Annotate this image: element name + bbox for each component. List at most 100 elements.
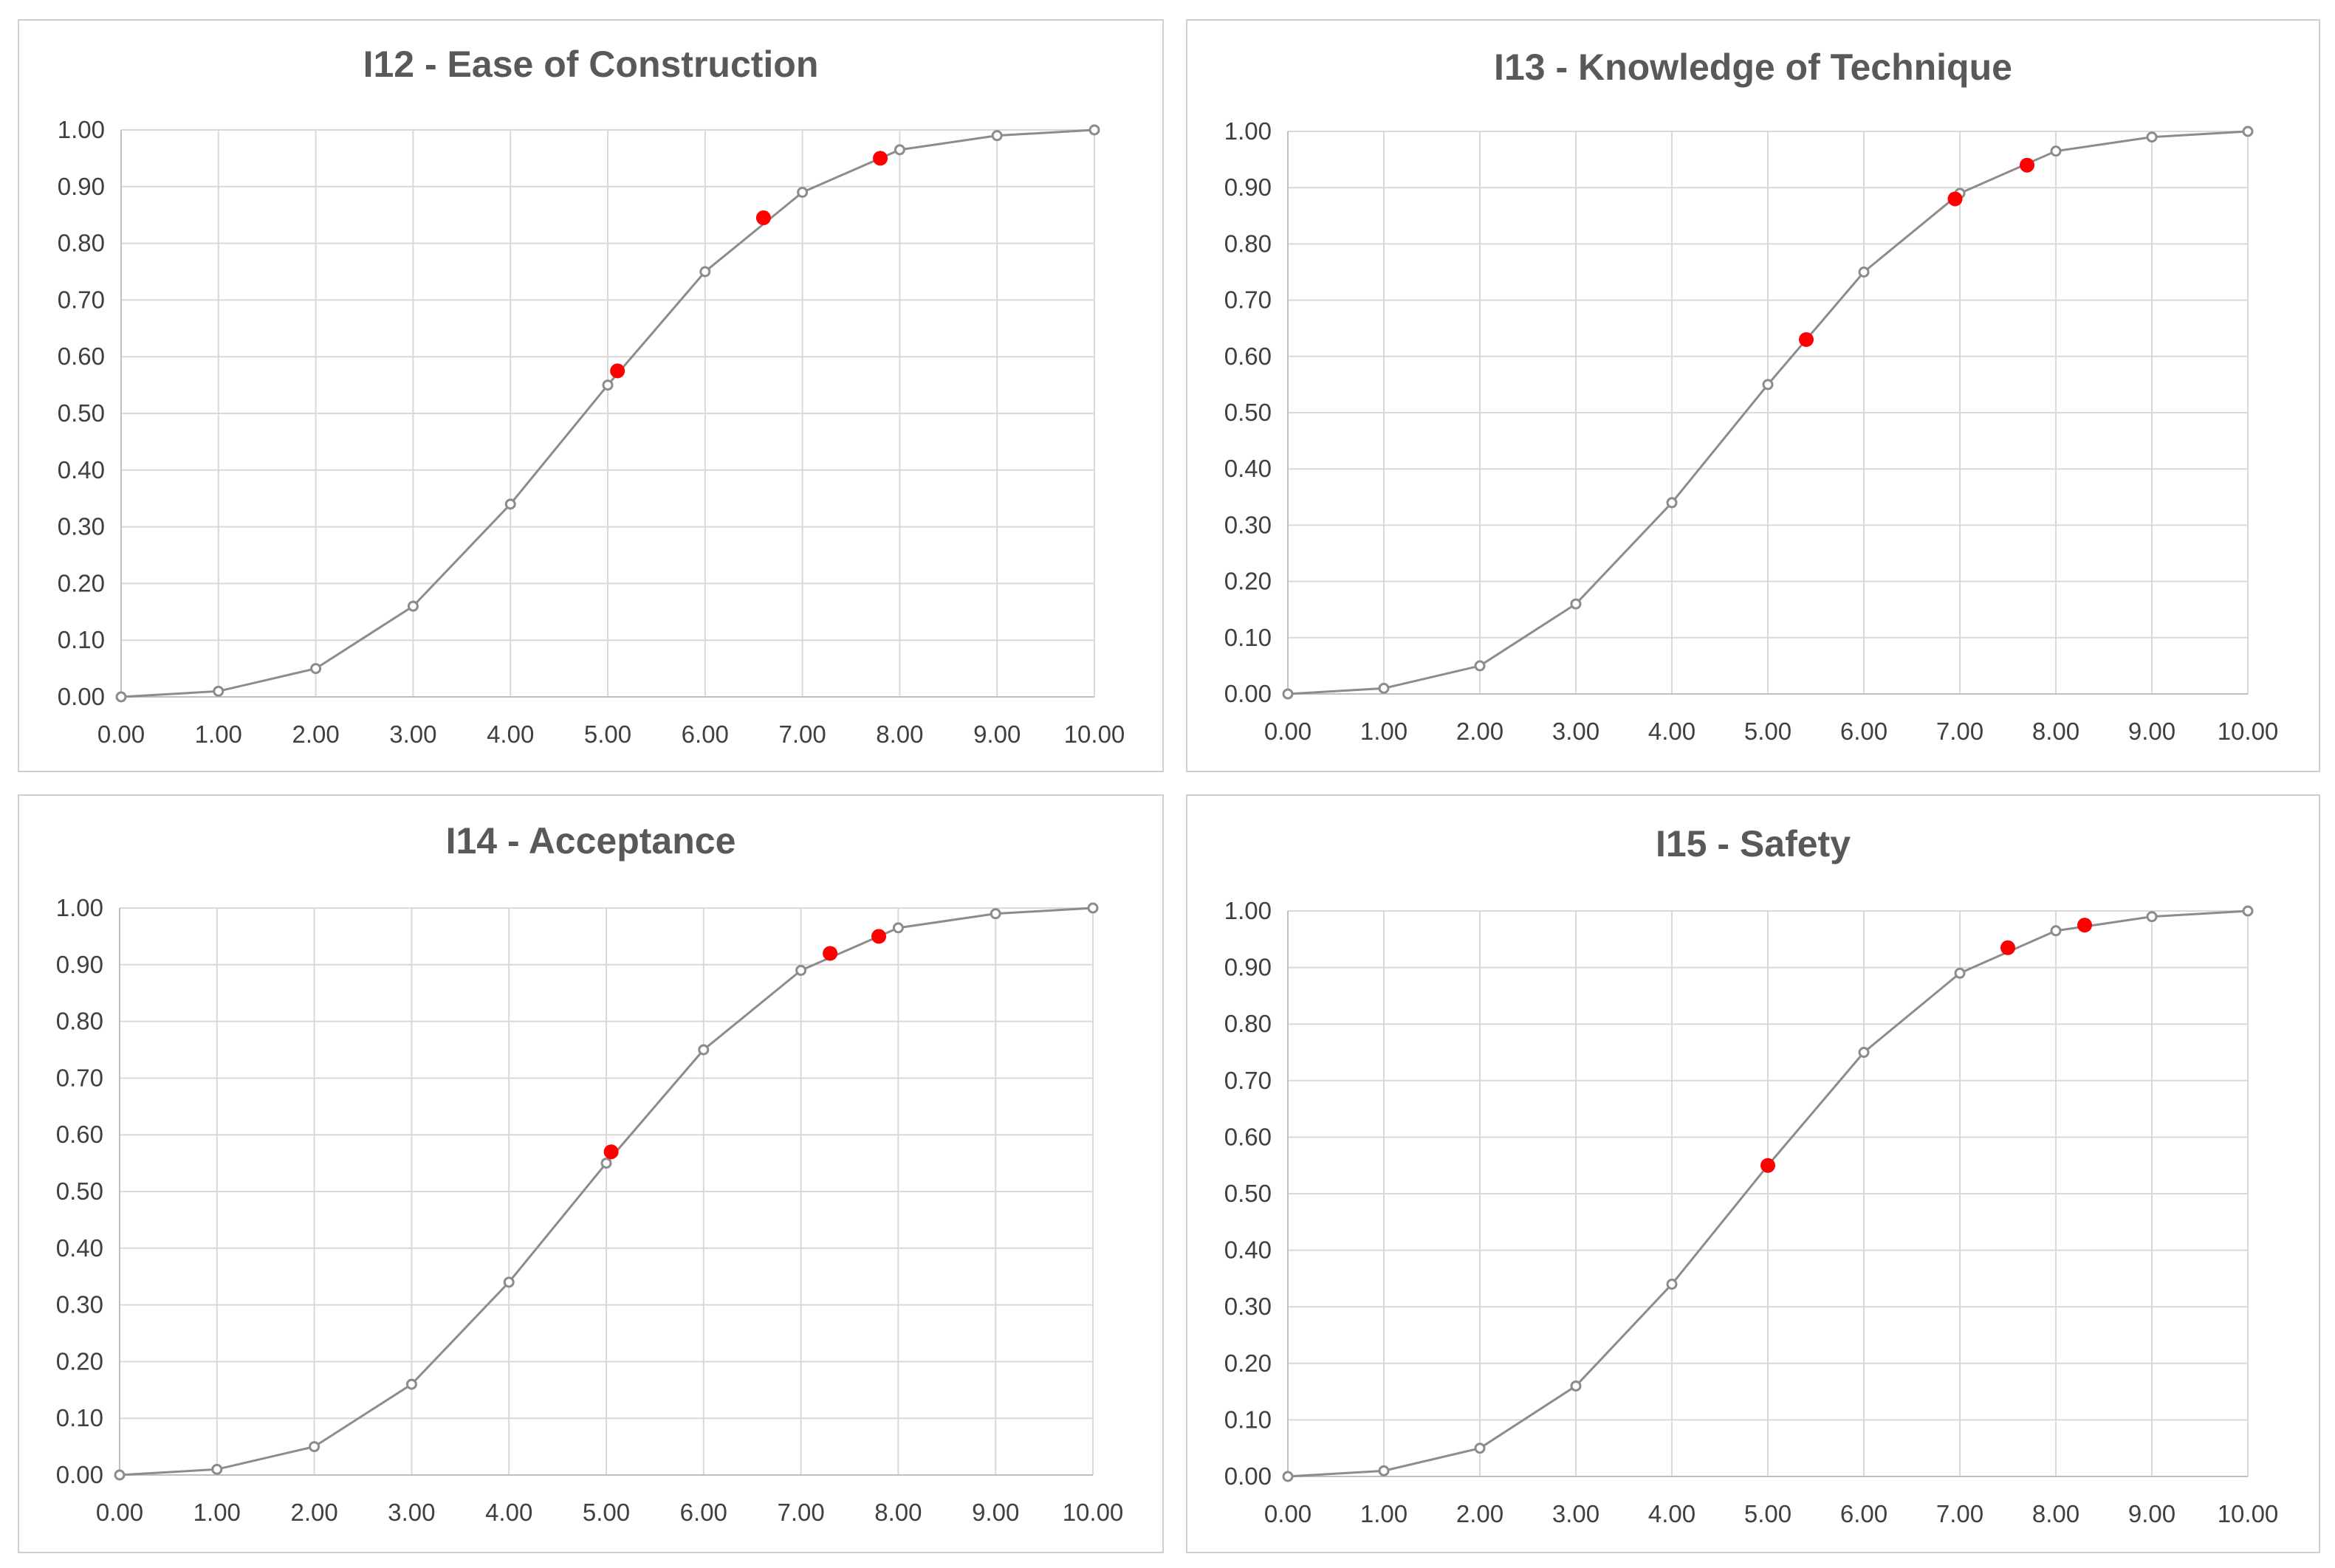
y-tick-label: 0.00 (1224, 1462, 1272, 1490)
data-point (602, 379, 614, 391)
chart-title: I15 - Safety (1656, 823, 1851, 864)
y-tick-label: 1.00 (1224, 117, 1272, 145)
data-point (504, 498, 516, 510)
x-tick-label: 8.00 (2032, 1500, 2079, 1527)
x-tick-label: 1.00 (1360, 718, 1407, 745)
x-tick-label: 1.00 (1360, 1500, 1407, 1527)
chart-svg: I12 - Ease of Construction 0.00 0.10 0.20 0.… (58, 44, 1125, 748)
y-tick-label: 0.80 (1224, 1010, 1272, 1037)
y-tick-label: 0.20 (1224, 1349, 1272, 1377)
data-point (407, 600, 419, 612)
x-tick-label: 9.00 (2128, 718, 2175, 745)
highlight-point (755, 210, 771, 226)
x-tick-label: 7.00 (1936, 718, 1983, 745)
data-point (1858, 1047, 1870, 1058)
data-point (795, 964, 807, 976)
y-tick-label: 0.00 (58, 683, 105, 710)
y-tick-label: 1.00 (56, 894, 103, 921)
data-point (2146, 131, 2158, 143)
x-tick-label: 10.00 (1063, 1499, 1124, 1526)
x-tick-label: 6.00 (1840, 718, 1887, 745)
data-point (894, 144, 905, 156)
x-tick-label: 9.00 (972, 1499, 1019, 1526)
data-point (1087, 902, 1099, 914)
highlight-point (1799, 331, 1814, 347)
x-tick-label: 5.00 (584, 721, 631, 748)
data-point (2146, 911, 2158, 923)
x-tick-label: 8.00 (876, 721, 923, 748)
chart-svg: I15 - Safety 0.00 0.10 0.20 0.30 0.40 0.50 0.60… (1224, 823, 2279, 1527)
y-tick-label: 0.70 (56, 1064, 103, 1091)
x-tick-label: 1.00 (193, 1499, 241, 1526)
data-point (213, 685, 224, 697)
y-tick-label: 0.20 (56, 1347, 103, 1375)
data-point (892, 922, 904, 934)
x-tick-label: 3.00 (389, 721, 436, 748)
y-tick-label: 0.60 (1224, 1123, 1272, 1150)
data-point (1474, 660, 1486, 672)
data-point (1474, 1443, 1486, 1454)
data-point (1282, 688, 1294, 700)
x-tick-label: 2.00 (1456, 718, 1503, 745)
y-tick-label: 0.30 (58, 513, 105, 540)
y-tick-label: 0.30 (1224, 1293, 1272, 1320)
data-point (1762, 379, 1774, 391)
y-tick-label: 0.30 (56, 1291, 103, 1318)
y-tick-label: 0.90 (1224, 954, 1272, 981)
x-tick-label: 8.00 (2032, 718, 2079, 745)
highlight-point (1947, 191, 1963, 207)
y-tick-label: 0.90 (56, 951, 103, 978)
data-point (1954, 967, 1966, 979)
data-point (115, 691, 127, 703)
x-tick-label: 5.00 (1744, 718, 1791, 745)
chart-svg: I13 - Knowledge of Technique 0.00 0.10 0.20… (1224, 47, 2279, 745)
x-tick-label: 7.00 (1936, 1500, 1983, 1527)
highlight-point (823, 946, 838, 961)
y-tick-label: 0.50 (1224, 1180, 1272, 1207)
data-point (1570, 598, 1582, 610)
data-point (699, 266, 711, 278)
x-tick-label: 10.00 (1064, 721, 1125, 748)
data-point (309, 1441, 320, 1453)
data-point (310, 663, 322, 675)
highlight-point (873, 151, 888, 166)
x-tick-label: 4.00 (1648, 718, 1695, 745)
x-tick-label: 2.00 (292, 721, 339, 748)
y-tick-label: 0.50 (1224, 399, 1272, 426)
highlight-point (871, 929, 887, 944)
y-tick-label: 0.70 (1224, 1067, 1272, 1094)
y-tick-label: 0.60 (56, 1121, 103, 1148)
highlight-point (2077, 918, 2092, 933)
data-point (698, 1044, 710, 1056)
data-point (114, 1469, 126, 1481)
x-tick-label: 3.00 (1552, 1500, 1599, 1527)
x-tick-label: 6.00 (680, 1499, 727, 1526)
x-tick-label: 0.00 (97, 721, 145, 748)
x-tick-label: 9.00 (2128, 1500, 2175, 1527)
chart-svg: I14 - Acceptance 0.00 0.10 0.20 0.30 0.40 0.50… (56, 820, 1124, 1526)
y-tick-label: 0.60 (58, 343, 105, 370)
y-tick-label: 0.50 (56, 1177, 103, 1205)
x-tick-label: 2.00 (290, 1499, 337, 1526)
y-tick-label: 0.40 (58, 456, 105, 484)
y-tick-label: 0.10 (1224, 1406, 1272, 1433)
y-tick-label: 0.80 (56, 1008, 103, 1035)
data-point (1282, 1471, 1294, 1482)
x-tick-label: 3.00 (388, 1499, 435, 1526)
data-point (2050, 925, 2062, 937)
highlight-point (610, 363, 625, 379)
data-point (991, 130, 1003, 142)
x-tick-label: 2.00 (1456, 1500, 1503, 1527)
x-tick-label: 6.00 (682, 721, 729, 748)
chart-panel-i12: I12 - Ease of Construction 0.00 0.10 0.20 0.… (18, 19, 1164, 772)
data-point (405, 1378, 417, 1390)
y-tick-label: 0.50 (58, 399, 105, 427)
y-tick-label: 0.10 (58, 626, 105, 653)
chart-panel-i15: I15 - Safety 0.00 0.10 0.20 0.30 0.40 0.50 0.60… (1186, 794, 2320, 1553)
x-tick-label: 7.00 (778, 721, 826, 748)
y-tick-label: 0.20 (1224, 568, 1272, 595)
y-tick-label: 0.00 (1224, 680, 1272, 707)
x-tick-label: 4.00 (487, 721, 534, 748)
data-point (600, 1158, 612, 1169)
data-point (1858, 267, 1870, 278)
